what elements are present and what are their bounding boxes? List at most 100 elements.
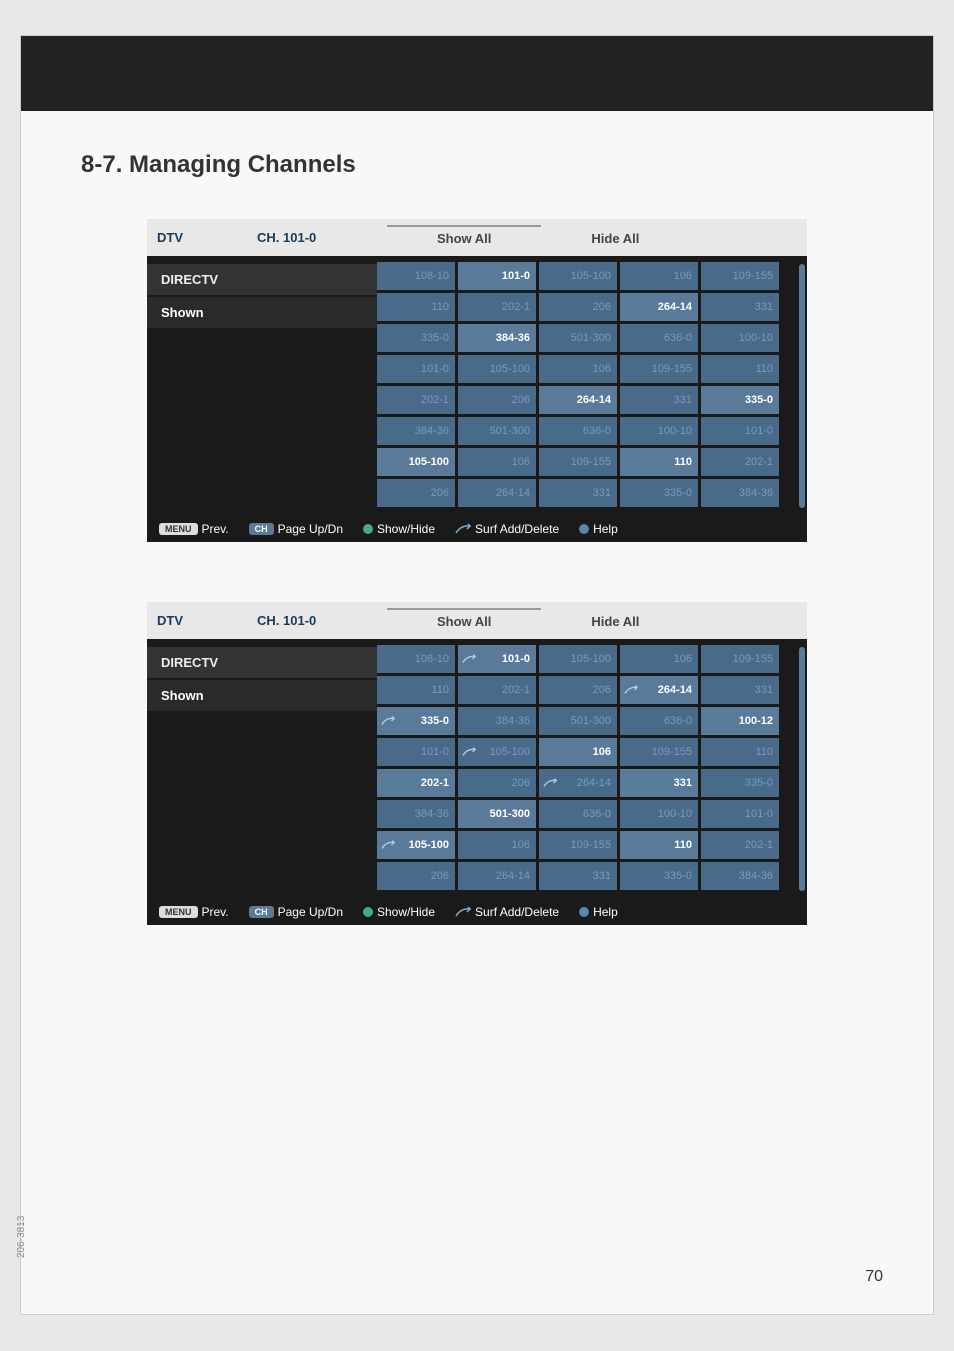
channel-cell[interactable]: 106: [620, 262, 698, 290]
channel-cell[interactable]: 202-1: [458, 293, 536, 321]
channel-cell[interactable]: 109-155: [620, 355, 698, 383]
tab-hide-all[interactable]: Hide All: [541, 608, 689, 633]
channel-cell[interactable]: 110: [620, 448, 698, 476]
channel-cell[interactable]: 101-0: [377, 738, 455, 766]
channel-cell[interactable]: 206: [377, 479, 455, 507]
footer-help[interactable]: Help: [579, 522, 618, 536]
sidebar-item-directv[interactable]: DIRECTV: [147, 647, 377, 678]
channel-cell[interactable]: 202-1: [701, 831, 779, 859]
footer-surf-add-delete[interactable]: Surf Add/Delete: [455, 522, 559, 536]
channel-cell[interactable]: 202-1: [377, 769, 455, 797]
footer-prev[interactable]: MENU Prev.: [159, 522, 229, 536]
channel-cell[interactable]: 501-300: [539, 324, 617, 352]
footer-help[interactable]: Help: [579, 905, 618, 919]
channel-cell[interactable]: 106: [458, 831, 536, 859]
channel-cell[interactable]: 264-14: [458, 479, 536, 507]
channel-cell[interactable]: 206: [539, 676, 617, 704]
footer-show-hide[interactable]: Show/Hide: [363, 522, 435, 536]
channel-cell[interactable]: 384-36: [377, 800, 455, 828]
channel-cell[interactable]: 105-100: [539, 645, 617, 673]
channel-cell[interactable]: 109-155: [539, 448, 617, 476]
scrollbar[interactable]: [799, 647, 805, 891]
tab-show-all[interactable]: Show All: [387, 225, 541, 250]
channel-cell[interactable]: 110: [701, 355, 779, 383]
channel-cell[interactable]: 108-10: [377, 645, 455, 673]
channel-cell[interactable]: 206: [377, 862, 455, 890]
sidebar-item-directv[interactable]: DIRECTV: [147, 264, 377, 295]
channel-cell[interactable]: 100-10: [701, 324, 779, 352]
channel-cell[interactable]: 101-0: [377, 355, 455, 383]
channel-cell[interactable]: 264-14: [620, 676, 698, 704]
channel-cell[interactable]: 331: [701, 676, 779, 704]
channel-cell[interactable]: 110: [377, 676, 455, 704]
channel-cell[interactable]: 636-0: [620, 707, 698, 735]
channel-cell[interactable]: 501-300: [539, 707, 617, 735]
channel-cell[interactable]: 335-0: [701, 769, 779, 797]
channel-cell[interactable]: 105-100: [377, 448, 455, 476]
channel-cell[interactable]: 331: [620, 769, 698, 797]
channel-cell[interactable]: 384-36: [377, 417, 455, 445]
footer-page-updn[interactable]: CH Page Up/Dn: [249, 522, 343, 536]
channel-cell[interactable]: 110: [377, 293, 455, 321]
channel-cell[interactable]: 335-0: [701, 386, 779, 414]
footer-show-hide[interactable]: Show/Hide: [363, 905, 435, 919]
channel-cell[interactable]: 264-14: [539, 386, 617, 414]
channel-cell[interactable]: 101-0: [701, 800, 779, 828]
channel-cell[interactable]: 106: [539, 355, 617, 383]
channel-cell[interactable]: 264-14: [458, 862, 536, 890]
channel-cell[interactable]: 106: [539, 738, 617, 766]
channel-cell[interactable]: 106: [458, 448, 536, 476]
channel-cell[interactable]: 109-155: [701, 645, 779, 673]
channel-cell[interactable]: 202-1: [458, 676, 536, 704]
channel-cell[interactable]: 206: [458, 386, 536, 414]
channel-cell[interactable]: 105-100: [539, 262, 617, 290]
channel-cell[interactable]: 264-14: [620, 293, 698, 321]
channel-cell[interactable]: 105-100: [458, 355, 536, 383]
channel-cell[interactable]: 335-0: [620, 479, 698, 507]
channel-cell[interactable]: 331: [701, 293, 779, 321]
channel-cell[interactable]: 100-12: [701, 707, 779, 735]
sidebar-item-shown[interactable]: Shown: [147, 680, 377, 711]
channel-cell[interactable]: 384-36: [701, 862, 779, 890]
channel-cell[interactable]: 100-10: [620, 800, 698, 828]
channel-cell[interactable]: 384-36: [701, 479, 779, 507]
footer-page-updn[interactable]: CH Page Up/Dn: [249, 905, 343, 919]
channel-cell[interactable]: 636-0: [539, 800, 617, 828]
scrollbar[interactable]: [799, 264, 805, 508]
channel-cell[interactable]: 335-0: [620, 862, 698, 890]
channel-cell[interactable]: 206: [539, 293, 617, 321]
channel-cell[interactable]: 105-100: [377, 831, 455, 859]
footer-prev[interactable]: MENU Prev.: [159, 905, 229, 919]
channel-cell[interactable]: 100-10: [620, 417, 698, 445]
channel-cell[interactable]: 335-0: [377, 707, 455, 735]
sidebar-item-shown[interactable]: Shown: [147, 297, 377, 328]
channel-cell[interactable]: 109-155: [701, 262, 779, 290]
channel-cell[interactable]: 109-155: [620, 738, 698, 766]
tab-hide-all[interactable]: Hide All: [541, 225, 689, 250]
channel-cell[interactable]: 335-0: [377, 324, 455, 352]
channel-cell[interactable]: 331: [620, 386, 698, 414]
channel-cell[interactable]: 110: [620, 831, 698, 859]
channel-cell[interactable]: 331: [539, 479, 617, 507]
channel-cell[interactable]: 101-0: [458, 262, 536, 290]
channel-cell[interactable]: 206: [458, 769, 536, 797]
channel-cell[interactable]: 636-0: [620, 324, 698, 352]
channel-cell[interactable]: 384-36: [458, 324, 536, 352]
channel-cell[interactable]: 384-36: [458, 707, 536, 735]
channel-cell[interactable]: 331: [539, 862, 617, 890]
footer-surf-add-delete[interactable]: Surf Add/Delete: [455, 905, 559, 919]
channel-cell[interactable]: 202-1: [701, 448, 779, 476]
channel-cell[interactable]: 101-0: [458, 645, 536, 673]
channel-cell[interactable]: 636-0: [539, 417, 617, 445]
channel-cell[interactable]: 109-155: [539, 831, 617, 859]
channel-cell[interactable]: 101-0: [701, 417, 779, 445]
channel-cell[interactable]: 501-300: [458, 417, 536, 445]
channel-cell[interactable]: 110: [701, 738, 779, 766]
tab-show-all[interactable]: Show All: [387, 608, 541, 633]
channel-cell[interactable]: 264-14: [539, 769, 617, 797]
channel-cell[interactable]: 501-300: [458, 800, 536, 828]
channel-cell[interactable]: 108-10: [377, 262, 455, 290]
channel-cell[interactable]: 106: [620, 645, 698, 673]
channel-cell[interactable]: 202-1: [377, 386, 455, 414]
channel-cell[interactable]: 105-100: [458, 738, 536, 766]
